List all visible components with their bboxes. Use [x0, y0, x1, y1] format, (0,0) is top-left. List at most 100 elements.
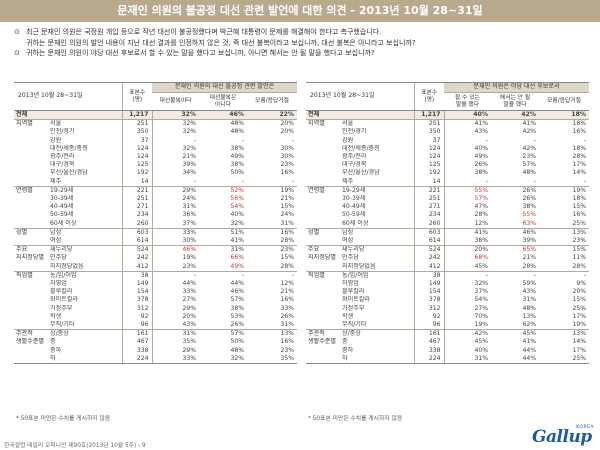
row-group-label	[306, 280, 340, 288]
row-label: 하	[48, 354, 123, 365]
value-cell: 20%	[151, 312, 200, 322]
value-cell: 16%	[572, 128, 587, 136]
table-row: 자영업 149 32% 59% 9%	[306, 280, 589, 289]
row-group-label	[14, 203, 48, 211]
row-label: 학생	[50, 312, 62, 320]
row-label: 대구/경북	[342, 161, 367, 169]
table-row: 주요 새누리당 524 46% 31% 23%	[14, 245, 298, 255]
table-row: 화이트칼라 378 54% 31% 15%	[306, 296, 589, 305]
value-cell: 27%	[151, 296, 200, 305]
row-group-label: 주관적	[306, 329, 340, 339]
row-label: 새누리당	[340, 245, 415, 255]
value-cell: 29%	[151, 346, 200, 355]
value-cell: 28%	[443, 211, 492, 220]
row-group-label	[306, 137, 340, 145]
row-group-label	[14, 128, 48, 136]
value-cell: 19%	[443, 321, 492, 330]
value-cell: 12%	[443, 219, 492, 229]
value-cell: -	[291, 136, 295, 144]
sample-size-cell: 38	[121, 270, 153, 281]
table-row: 지역별 서울 251 32% 48% 20%	[14, 119, 298, 129]
row-label: 40-49세	[342, 203, 366, 211]
value-cell: 34%	[151, 169, 200, 178]
row-label: 학생	[342, 312, 354, 320]
table-row: 하 224 33% 32% 35%	[14, 354, 298, 365]
row-group-label	[306, 313, 340, 321]
table-row: 주요 새누리당 524 20% 65% 15%	[306, 245, 590, 255]
value-cell: 31%	[151, 329, 200, 339]
value-cell: 68%	[443, 254, 492, 263]
table-row: 대전/세종/충청 124 32% 38% 30%	[14, 144, 297, 154]
value-cell: 23%	[280, 346, 295, 354]
value-cell: 32%	[151, 144, 200, 154]
left-results-table: 2013년 10월 28~31일 표본수 (명) 문재인 의원의 대선 불공정 …	[14, 82, 298, 365]
row-label: 광주/전라	[342, 153, 367, 161]
table-row: 제주 14- - -	[14, 177, 297, 187]
row-label: 대전/세종/충청	[342, 144, 380, 152]
value-cell: 38%	[230, 144, 245, 152]
value-cell: 32%	[443, 280, 492, 289]
row-label: 50-59세	[342, 211, 366, 219]
row-label: 블루칼라	[342, 288, 365, 296]
value-cell: 23%	[572, 237, 587, 245]
value-cell: 14%	[572, 169, 587, 177]
row-group-label	[14, 280, 48, 288]
table-row: 30-39세 251 57% 26% 18%	[306, 195, 589, 204]
row-group-label: 생활수준별	[16, 338, 45, 346]
value-cell: 28%	[280, 262, 295, 270]
value-cell: 16%	[247, 227, 298, 238]
value-cell: -	[247, 270, 298, 281]
value-cell: 30%	[280, 144, 295, 152]
row-group-label	[14, 195, 48, 203]
question-marker-icon: ⊙	[14, 49, 20, 57]
row-label: 부산/울산/경남	[342, 169, 380, 177]
row-label: 화이트칼라	[342, 296, 371, 304]
value-cell: 54%	[230, 203, 245, 211]
sample-size-header: 표본수 (명)	[121, 82, 153, 111]
table-row: 지지정당별 민주당 242 19% 66% 15%	[14, 254, 297, 263]
value-cell: -	[533, 136, 537, 144]
value-cell: 20%	[247, 119, 298, 129]
sample-size-cell: 124	[121, 144, 153, 154]
row-label: 광주/전라	[50, 153, 75, 161]
row-group-label: 전체	[14, 110, 48, 120]
value-cell: 26%	[491, 185, 540, 196]
row-group-label	[14, 263, 48, 272]
row-label: 60세 이상	[342, 219, 369, 227]
value-cell: 33%	[280, 304, 295, 312]
value-cell: 21%	[151, 153, 200, 162]
row-group-label	[14, 153, 48, 161]
row-group-label: 성별	[14, 227, 48, 238]
row-group-label	[306, 153, 340, 161]
sample-size-cell: 338	[413, 346, 445, 355]
value-cell: 16%	[280, 169, 295, 177]
row-group-label: 지역별	[14, 119, 48, 129]
row-group-label: 주요	[14, 245, 48, 255]
value-cell: -	[491, 270, 540, 281]
value-cell: 35%	[247, 354, 298, 365]
row-label: 남성	[48, 227, 123, 238]
table-row: 강원 37- - -	[306, 136, 589, 145]
row-group-label	[14, 137, 48, 145]
row-label: 50-59세	[50, 211, 74, 219]
footnote: * 50표본 미만은 수치를 게시하지 않음	[16, 416, 111, 422]
question-1-intro: ⊙ 최근 문재인 의원은 국정원 개입 등으로 작년 대선이 불공정했다며 박근…	[14, 27, 590, 38]
value-cell: 15%	[572, 296, 587, 304]
value-cell: 44%	[151, 280, 200, 289]
date-header: 2013년 10월 28~31일	[306, 82, 415, 111]
sample-size-cell: 161	[121, 329, 153, 339]
sample-size-cell: 221	[121, 185, 153, 196]
sample-size-cell: 14	[413, 177, 445, 187]
sample-size-cell: 271	[413, 203, 445, 212]
row-label: 상/중상	[48, 329, 123, 339]
row-group-label	[14, 161, 48, 169]
value-cell: 22%	[247, 110, 298, 120]
table-row: 학생 92 70% 13% 17%	[306, 312, 589, 322]
column-header: 대선불복은 아니다	[199, 92, 248, 111]
value-cell: 33%	[151, 227, 200, 238]
value-cell: 42%	[522, 128, 537, 136]
column-header: 해서는 안 될 말을 했다	[491, 92, 540, 111]
value-cell: 52%	[199, 185, 248, 196]
row-group-label	[14, 305, 48, 313]
value-cell: -	[151, 177, 200, 187]
